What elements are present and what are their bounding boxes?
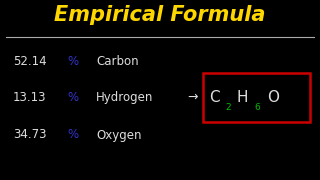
Text: %: %: [67, 55, 78, 68]
Text: Carbon: Carbon: [96, 55, 139, 68]
Text: C: C: [210, 90, 220, 105]
Text: H: H: [237, 90, 248, 105]
Text: 2: 2: [226, 103, 231, 112]
Text: %: %: [67, 91, 78, 104]
Text: 52.14: 52.14: [13, 55, 46, 68]
Text: →: →: [187, 91, 198, 104]
Text: 34.73: 34.73: [13, 129, 46, 141]
Text: Empirical Formula: Empirical Formula: [54, 5, 266, 25]
Text: O: O: [267, 90, 279, 105]
FancyBboxPatch shape: [203, 73, 310, 122]
Text: %: %: [67, 129, 78, 141]
Text: 6: 6: [254, 103, 260, 112]
Text: 13.13: 13.13: [13, 91, 46, 104]
Text: Hydrogen: Hydrogen: [96, 91, 153, 104]
Text: Oxygen: Oxygen: [96, 129, 141, 141]
